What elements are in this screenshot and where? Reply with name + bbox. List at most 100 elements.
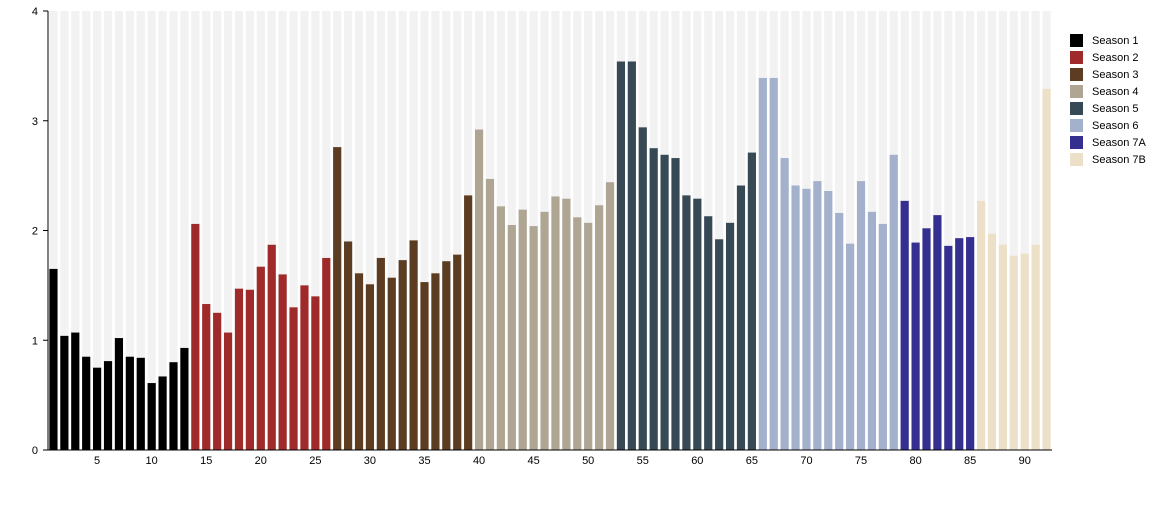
legend-swatch: [1070, 85, 1083, 98]
bar: [693, 198, 702, 450]
bar: [464, 195, 473, 450]
bar-background: [223, 11, 233, 450]
bar: [682, 195, 691, 450]
bar: [562, 198, 571, 450]
bar-background: [60, 11, 69, 450]
bar-background: [1009, 11, 1018, 450]
bar: [704, 216, 713, 450]
bar-background: [966, 11, 975, 450]
legend-label: Season 2: [1092, 51, 1139, 64]
bar: [376, 257, 385, 450]
x-tick-label: 45: [528, 455, 540, 467]
bar: [1031, 244, 1040, 450]
bar: [114, 338, 124, 450]
bar-background: [376, 11, 385, 450]
bar: [71, 332, 80, 450]
bar-background: [344, 11, 353, 450]
bar: [780, 158, 789, 450]
bar: [573, 217, 582, 450]
bar: [933, 215, 942, 450]
bar: [158, 376, 167, 450]
bar: [103, 361, 113, 450]
bar-background: [234, 11, 244, 450]
bar-background: [365, 11, 375, 450]
x-tick-label: 85: [964, 455, 976, 467]
bar: [49, 268, 58, 450]
bar-background: [202, 11, 211, 450]
bar: [529, 226, 538, 450]
bar: [758, 77, 767, 450]
bar-background: [1020, 11, 1029, 450]
bar-background: [387, 11, 396, 450]
legend-swatch: [1070, 51, 1083, 64]
legend-item: Season 2: [1070, 49, 1146, 66]
bar-background: [49, 11, 58, 450]
bar: [584, 222, 593, 450]
bar-background: [82, 11, 91, 450]
x-tick-label: 20: [255, 455, 267, 467]
legend-item: Season 7B: [1070, 151, 1146, 168]
x-tick-label: 30: [364, 455, 376, 467]
legend-item: Season 3: [1070, 66, 1146, 83]
bar-background: [442, 11, 451, 450]
legend-swatch: [1070, 68, 1083, 81]
y-tick-label: 1: [32, 335, 38, 347]
bar: [322, 257, 331, 450]
bar: [442, 261, 451, 450]
bar-background: [431, 11, 440, 450]
bar: [420, 282, 429, 450]
x-tick-label: 65: [746, 455, 758, 467]
bar: [835, 212, 844, 450]
bar: [507, 225, 516, 450]
bar: [344, 241, 353, 450]
legend-label: Season 1: [1092, 34, 1139, 47]
bar: [300, 285, 309, 450]
legend-item: Season 1: [1070, 32, 1146, 49]
bar: [93, 367, 102, 450]
bar: [671, 158, 680, 450]
bar-background: [311, 11, 320, 450]
legend-swatch: [1070, 102, 1083, 115]
bar-background: [71, 11, 80, 450]
bar: [747, 152, 756, 450]
bar-background: [267, 11, 276, 450]
bar: [856, 181, 866, 451]
bar-background: [409, 11, 418, 450]
bar: [180, 347, 189, 450]
bar: [213, 312, 222, 450]
bar-background: [944, 11, 953, 450]
bar: [431, 273, 440, 450]
bar: [649, 148, 658, 450]
bar: [278, 274, 287, 450]
bar: [147, 383, 156, 450]
bar: [791, 185, 800, 450]
bar: [955, 238, 964, 450]
bar-background: [169, 11, 178, 450]
bar: [191, 223, 200, 450]
bar: [802, 188, 811, 451]
bar-background: [846, 11, 855, 450]
bar: [900, 200, 909, 450]
bar: [398, 260, 407, 450]
legend-label: Season 6: [1092, 119, 1139, 132]
bar: [846, 243, 855, 450]
bar-background: [147, 11, 156, 450]
bar-background: [715, 11, 724, 450]
x-tick-label: 75: [855, 455, 867, 467]
bar-background: [998, 11, 1007, 450]
y-tick-label: 4: [32, 6, 38, 18]
bar: [60, 335, 69, 450]
bar-background: [103, 11, 113, 450]
bar-background: [213, 11, 222, 450]
bar: [245, 289, 254, 450]
bar: [998, 244, 1007, 450]
legend-swatch: [1070, 119, 1083, 132]
x-tick-label: 25: [309, 455, 321, 467]
legend-item: Season 5: [1070, 100, 1146, 117]
bar: [867, 211, 877, 450]
x-tick-label: 40: [473, 455, 485, 467]
bar-background: [322, 11, 331, 450]
bar-background: [245, 11, 254, 450]
